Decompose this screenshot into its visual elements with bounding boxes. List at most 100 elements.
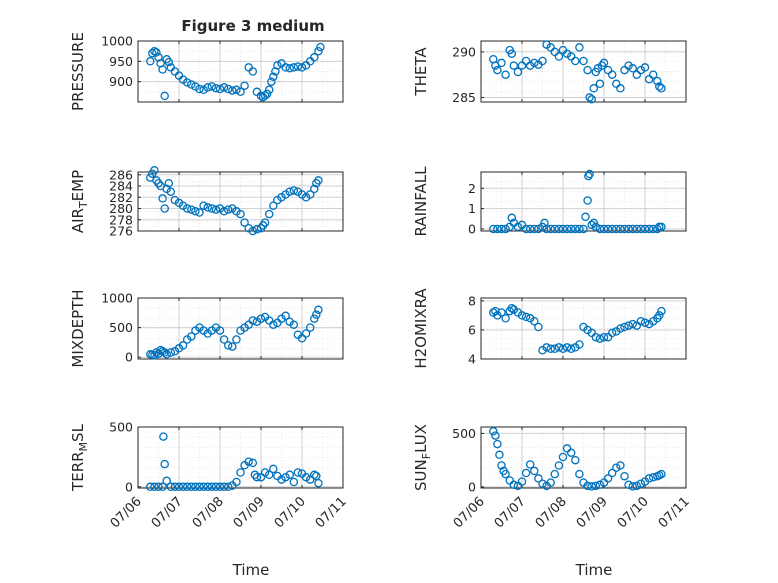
- data-point: [607, 70, 617, 79]
- data-point: [301, 329, 311, 338]
- data-point: [244, 457, 253, 466]
- x-tick-label: 07/06: [451, 494, 488, 531]
- data-point: [616, 84, 625, 93]
- data-point: [248, 67, 258, 76]
- data-point: [589, 218, 599, 228]
- subplot-mixdepth: 0 500 1000 MIXDEPTH: [69, 289, 344, 368]
- y-tick-label: 6: [468, 322, 476, 337]
- y-tick-label: 8: [468, 293, 476, 308]
- data-point: [589, 84, 599, 93]
- x-tick-label: 07/10: [272, 494, 309, 531]
- data-point: [632, 481, 642, 491]
- data-point: [219, 335, 229, 344]
- data-point: [314, 176, 323, 185]
- data-point: [534, 322, 543, 332]
- data-point: [240, 218, 249, 227]
- data-point: [501, 70, 510, 79]
- data-point: [655, 311, 664, 320]
- data-point: [160, 459, 169, 469]
- y-axis-label: PRESSURE: [69, 32, 87, 111]
- data-point: [195, 84, 204, 94]
- data-point: [513, 222, 523, 232]
- data-point: [199, 201, 208, 210]
- data-point: [289, 186, 299, 195]
- data-point: [293, 468, 303, 477]
- y-tick-label: 500: [109, 420, 133, 435]
- data-point: [219, 482, 229, 492]
- data-point: [285, 63, 294, 73]
- data-point: [228, 86, 237, 95]
- data-point: [215, 84, 225, 94]
- data-point: [248, 226, 258, 236]
- data-point: [248, 458, 258, 468]
- data-point: [595, 334, 605, 343]
- figure-title: Figure 3 medium: [181, 17, 324, 35]
- data-point: [211, 205, 221, 214]
- y-tick-label: 286: [109, 167, 133, 182]
- data-point: [612, 463, 621, 472]
- data-point: [489, 427, 498, 436]
- data-point: [640, 318, 650, 327]
- data-point: [305, 323, 315, 332]
- data-point: [585, 93, 594, 102]
- data-point: [174, 482, 184, 492]
- subplot-sun-flux: 0 500 SUNFLUX 07/06 07/07 07/08 07/09 07/10 07/1…: [412, 424, 693, 531]
- data-point: [583, 196, 592, 205]
- data-point: [305, 475, 315, 484]
- data-point: [566, 344, 576, 354]
- x-tick-label: 07/06: [108, 494, 145, 531]
- y-tick-label: 1000: [101, 291, 133, 306]
- data-point: [285, 187, 294, 196]
- data-point: [269, 201, 278, 210]
- data-point: [158, 194, 167, 203]
- data-point: [314, 305, 323, 315]
- data-point: [525, 460, 535, 469]
- data-point: [232, 335, 241, 344]
- data-point: [199, 482, 208, 492]
- data-point: [269, 320, 278, 329]
- y-tick-label: 4: [468, 352, 476, 367]
- data-point: [501, 469, 510, 479]
- axes-box: [480, 297, 687, 360]
- data-point: [223, 84, 233, 94]
- data-point: [575, 224, 584, 234]
- data-point: [236, 87, 245, 97]
- data-point: [215, 326, 225, 335]
- data-point: [636, 316, 646, 326]
- data-point: [648, 70, 658, 79]
- data-point: [591, 332, 601, 342]
- data-point: [310, 184, 319, 194]
- data-point: [571, 56, 580, 66]
- data-point: [260, 468, 270, 477]
- x-tick-label: 07/08: [190, 494, 227, 531]
- data-point: [636, 479, 646, 488]
- x-tick-label: 07/09: [574, 494, 611, 531]
- axes-box: [137, 297, 344, 360]
- x-axis-label-left: Time: [232, 561, 270, 579]
- data-point: [301, 472, 311, 482]
- data-point: [158, 65, 167, 74]
- subplot-pressure: 900 950 1000 PRESSURE: [69, 32, 344, 111]
- data-point: [530, 224, 539, 234]
- y-tick-label: 2: [468, 181, 476, 196]
- data-point: [160, 348, 169, 357]
- data-point: [636, 224, 646, 234]
- data-point: [158, 482, 167, 492]
- data-point: [203, 203, 212, 212]
- data-point: [616, 324, 625, 333]
- subplot-theta: 285 290 THETA: [412, 40, 687, 105]
- data-point: [595, 224, 605, 234]
- data-point: [314, 478, 323, 488]
- data-point: [310, 314, 319, 323]
- data-point: [191, 207, 200, 216]
- data-point: [550, 469, 560, 479]
- data-point: [256, 314, 266, 323]
- data-point: [191, 482, 200, 492]
- data-point: [211, 482, 221, 492]
- y-tick-label: 500: [109, 320, 133, 335]
- data-point: [219, 207, 229, 216]
- data-point: [538, 222, 547, 232]
- data-point: [554, 224, 564, 234]
- y-tick-label: 0: [125, 479, 133, 494]
